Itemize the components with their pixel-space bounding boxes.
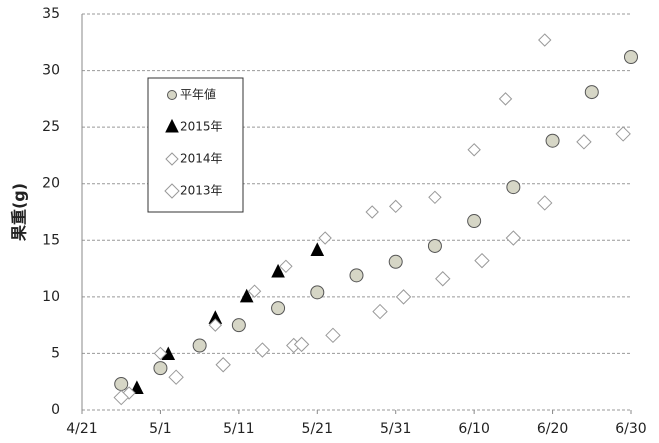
- x-tick-label: 6/10: [458, 421, 489, 437]
- point: [113, 389, 129, 406]
- point: [624, 49, 638, 64]
- point: [349, 268, 364, 283]
- x-tick-label: 6/30: [615, 421, 646, 437]
- point: [215, 357, 231, 373]
- point: [310, 285, 325, 300]
- x-tick-label: 4/21: [66, 421, 97, 437]
- point: [474, 252, 490, 269]
- point: [389, 199, 403, 214]
- point: [318, 231, 332, 245]
- point: [372, 303, 388, 320]
- point: [498, 92, 513, 106]
- y-axis-label: 果重(g): [10, 183, 29, 242]
- point: [584, 85, 599, 100]
- y-tick-label: 15: [42, 232, 60, 248]
- point: [506, 180, 521, 195]
- point: [395, 289, 412, 305]
- point: [271, 301, 286, 316]
- legend-marker: [165, 118, 179, 133]
- point: [428, 190, 442, 204]
- point: [537, 195, 553, 211]
- point: [293, 336, 310, 353]
- point: [467, 214, 482, 229]
- x-tick-label: 6/20: [537, 421, 568, 437]
- point: [388, 254, 403, 269]
- point: [153, 346, 168, 361]
- legend-marker: [167, 90, 177, 100]
- point: [467, 143, 481, 157]
- point: [325, 327, 341, 344]
- point: [545, 133, 560, 148]
- point: [114, 376, 129, 391]
- legend-marker: [164, 183, 180, 199]
- x-tick-label: 5/21: [302, 421, 333, 437]
- legend-label: 2015年: [180, 120, 223, 134]
- point: [615, 126, 631, 142]
- point: [208, 318, 223, 332]
- point: [254, 342, 271, 358]
- point: [505, 230, 522, 246]
- point: [192, 338, 207, 353]
- x-tick-label: 5/1: [149, 421, 172, 437]
- point: [576, 134, 592, 150]
- point: [310, 242, 325, 256]
- y-tick-label: 20: [42, 176, 60, 192]
- point: [365, 205, 379, 219]
- legend-label: 2013年: [180, 184, 223, 198]
- legend-marker: [165, 152, 179, 166]
- y-tick-label: 30: [42, 63, 60, 79]
- x-tick-label: 5/11: [223, 421, 254, 437]
- legend-box: [147, 77, 244, 213]
- y-tick-label: 5: [51, 345, 60, 361]
- point: [427, 238, 442, 253]
- point: [153, 361, 168, 376]
- y-tick-label: 10: [42, 289, 60, 305]
- point: [271, 263, 285, 278]
- point: [239, 288, 254, 303]
- x-tick-label: 5/31: [380, 421, 411, 437]
- point: [168, 369, 184, 385]
- point: [247, 284, 262, 298]
- legend: 平年値 2015年 2014年 2013年: [147, 77, 244, 213]
- y-tick-label: 25: [42, 119, 60, 135]
- y-tick-label: 0: [51, 402, 60, 418]
- point: [279, 259, 293, 274]
- legend-label: 平年値: [180, 87, 216, 102]
- point: [231, 318, 246, 333]
- y-tick-label: 35: [42, 6, 60, 22]
- point: [538, 33, 552, 47]
- point: [130, 380, 144, 395]
- point: [435, 271, 451, 287]
- legend-label: 2014年: [180, 152, 223, 166]
